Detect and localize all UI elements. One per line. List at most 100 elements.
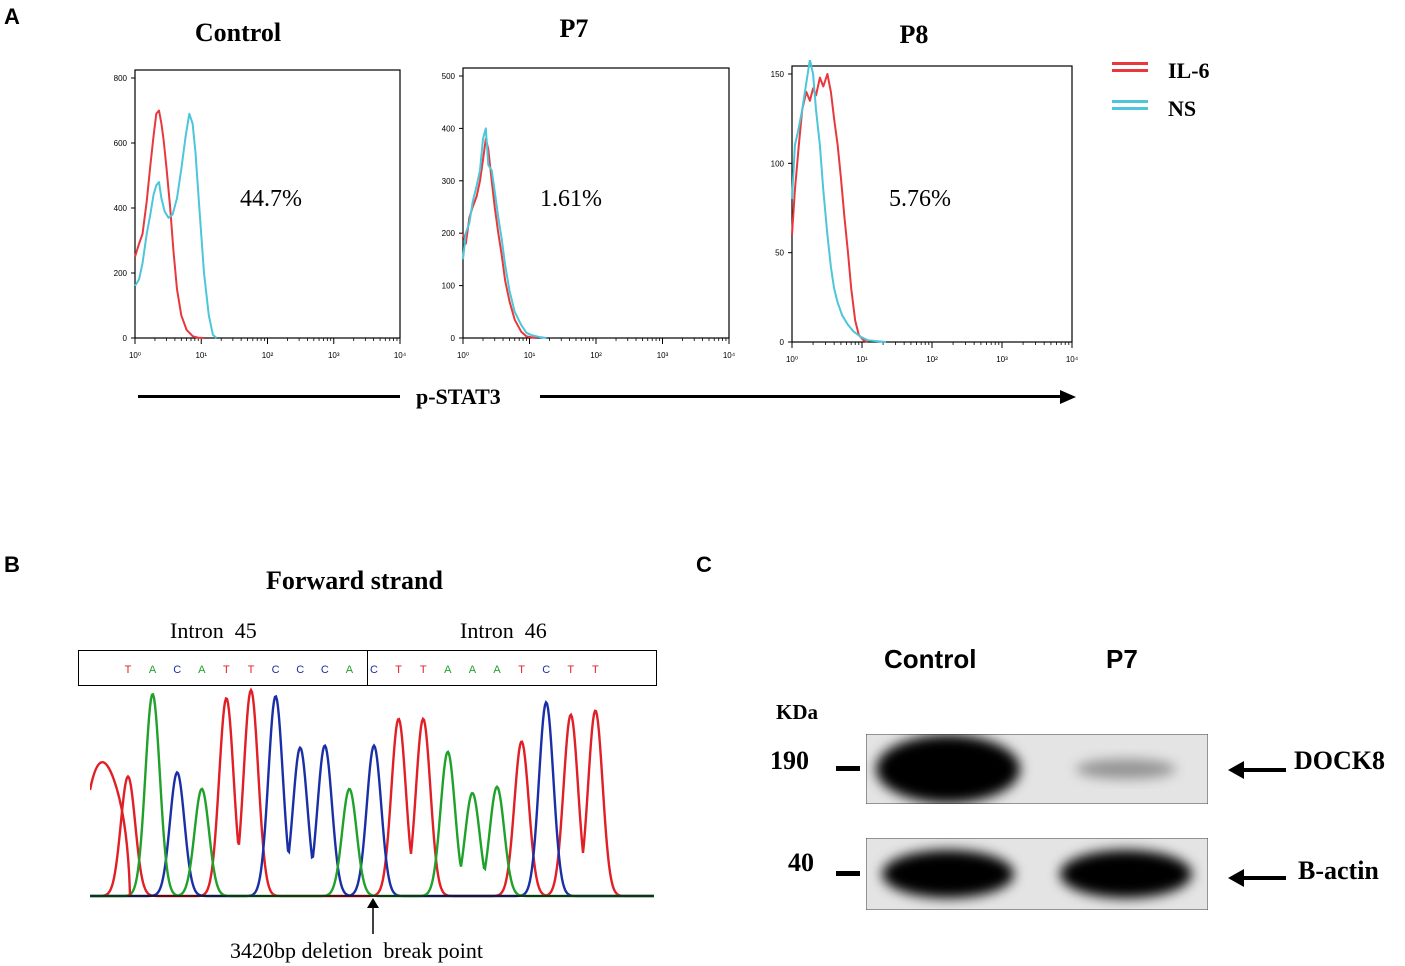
dock8-arrow-icon (1228, 761, 1286, 779)
y-tick-label: 150 (771, 70, 785, 79)
xaxis-label: p-STAT3 (416, 384, 501, 409)
chromatogram (90, 687, 654, 898)
intron-45-label: Intron 45 (170, 618, 257, 643)
sequence-base-letter: A (469, 664, 477, 676)
legend-swatch-ns (1112, 100, 1148, 110)
histogram-series-il-6 (134, 109, 205, 339)
x-tick-label: 10² (262, 351, 274, 360)
legend-swatch-il6 (1112, 62, 1148, 72)
band-label-dock8: DOCK8 (1294, 746, 1385, 775)
kda-label: KDa (776, 700, 818, 724)
sequence-base-letter: C (272, 664, 280, 676)
y-tick-label: 600 (114, 139, 128, 148)
band-p7 (1075, 759, 1176, 779)
y-tick-label: 0 (780, 338, 785, 347)
marker-190: 190 (770, 746, 809, 775)
x-tick-label: 10² (590, 351, 602, 360)
y-tick-label: 400 (442, 124, 456, 133)
panel-a-letter: A (4, 4, 20, 29)
x-tick-label: 10⁴ (723, 351, 736, 360)
sequence-base-letter: C (321, 664, 329, 676)
intron-46-label: Intron 46 (460, 618, 547, 643)
xaxis-arrowhead-icon (1060, 390, 1076, 404)
sequence-base-letter: C (296, 664, 304, 676)
sequence-base-letter: T (223, 664, 230, 676)
sequence-base-letter: C (542, 664, 550, 676)
xaxis-arrow-line-right (540, 395, 1064, 398)
sequence-base-letter: A (149, 664, 157, 676)
trace-edge-peak (90, 761, 132, 897)
break-point-arrow-icon (367, 898, 379, 934)
plot-title-p7: P7 (559, 14, 589, 43)
sequence-base-letter: C (173, 664, 181, 676)
lane-label-p7: P7 (1106, 644, 1138, 674)
panel-c-letter: C (696, 552, 712, 577)
histogram-series-ns (134, 112, 218, 339)
percentage-control: 44.7% (240, 186, 302, 212)
y-tick-label: 400 (114, 204, 128, 213)
histogram-series-il-6 (462, 137, 538, 339)
y-tick-label: 0 (123, 334, 128, 343)
lane-label-control: Control (884, 644, 977, 674)
x-tick-label: 10⁴ (394, 351, 407, 360)
y-tick-label: 100 (771, 159, 785, 168)
sequence-base-letter: A (444, 664, 452, 676)
b-actin-arrow-icon (1228, 869, 1286, 887)
x-tick-label: 10¹ (524, 351, 536, 360)
band-p7 (1059, 850, 1192, 898)
percentage-p7: 1.61% (540, 186, 602, 212)
y-tick-label: 100 (442, 282, 456, 291)
x-tick-label: 10⁴ (1066, 355, 1079, 364)
sequence-base-letter: T (125, 664, 132, 676)
western-blot-dock8 (866, 734, 1208, 804)
sequence-base-letter: A (198, 664, 206, 676)
western-blot-b-actin (866, 838, 1208, 910)
band-control (882, 850, 1015, 898)
marker-190-tick (836, 766, 860, 771)
sequence-base-letter: T (567, 664, 574, 676)
histogram-series-ns (791, 60, 887, 343)
histogram-p7: 0 100 200 300 400 500 10⁰ 10¹ 10² 10³ 10⁴ (442, 67, 736, 360)
marker-40: 40 (788, 848, 814, 877)
plot-title-control: Control (194, 18, 282, 47)
band-control (876, 735, 1021, 803)
y-tick-label: 200 (442, 229, 456, 238)
x-tick-label: 10⁰ (457, 351, 469, 360)
x-tick-label: 10¹ (856, 355, 868, 364)
trace-T (90, 687, 654, 898)
x-tick-label: 10² (926, 355, 938, 364)
x-tick-label: 10¹ (195, 351, 207, 360)
panel-b-letter: B (4, 552, 20, 577)
y-tick-label: 50 (775, 249, 784, 258)
sequence-base-letter: T (592, 664, 599, 676)
sequence-base-letter: A (346, 664, 354, 676)
y-tick-label: 500 (442, 72, 456, 81)
x-tick-label: 10⁰ (786, 355, 798, 364)
band-label-b-actin: B-actin (1298, 856, 1379, 885)
sequence-base-letter: T (420, 664, 427, 676)
sequence-base-letter: T (395, 664, 402, 676)
x-tick-label: 10³ (328, 351, 340, 360)
sequence-base-letter: A (493, 664, 501, 676)
x-tick-label: 10⁰ (129, 351, 141, 360)
x-tick-label: 10³ (996, 355, 1008, 364)
trace-C (90, 694, 654, 898)
y-tick-label: 200 (114, 269, 128, 278)
intron-46-sequence-box (367, 650, 657, 686)
xaxis-arrow-line-left (138, 395, 400, 398)
percentage-p8: 5.76% (889, 186, 951, 212)
y-tick-label: 0 (451, 334, 456, 343)
histogram-series-il-6 (791, 73, 868, 343)
panel-b-title: Forward strand (266, 566, 443, 595)
x-tick-label: 10³ (657, 351, 669, 360)
y-tick-label: 800 (114, 74, 128, 83)
break-point-annotation: 3420bp deletion break point (230, 938, 483, 963)
marker-40-tick (836, 871, 860, 876)
histogram-control: 0 200 400 600 800 10⁰ 10¹ 10² 10³ 10⁴ (114, 69, 407, 360)
sequence-base-letter: T (518, 664, 525, 676)
sequence-base-letter: C (370, 664, 378, 676)
histogram-series-ns (462, 127, 547, 339)
legend-label-il6: IL-6 (1168, 58, 1210, 83)
